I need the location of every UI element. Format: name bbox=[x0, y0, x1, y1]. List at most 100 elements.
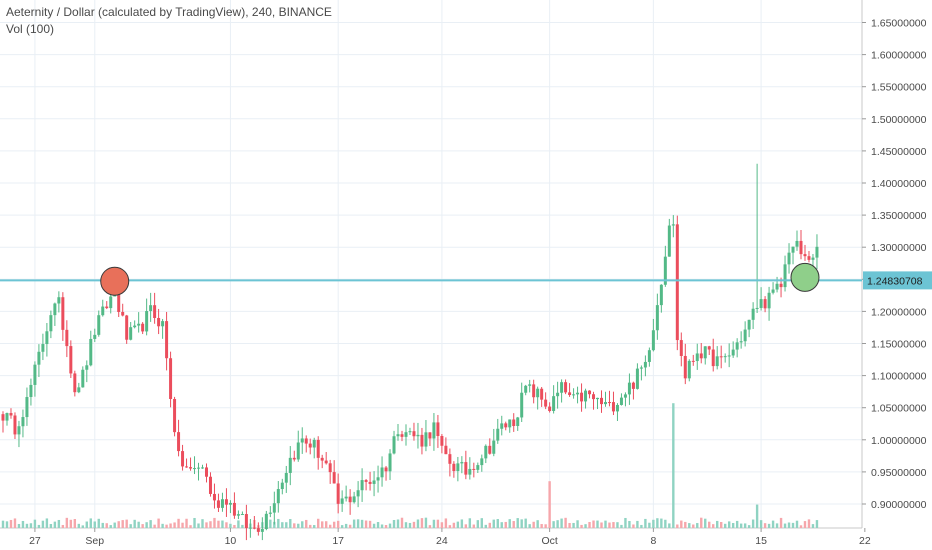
volume-bar bbox=[500, 522, 503, 528]
candle-body bbox=[244, 514, 248, 529]
volume-bar bbox=[532, 521, 535, 528]
volume-bar bbox=[13, 518, 17, 528]
volume-bar bbox=[560, 518, 563, 528]
candle-body bbox=[731, 349, 735, 356]
candle-body bbox=[356, 490, 360, 497]
volume-bar bbox=[747, 525, 751, 528]
volume-bar bbox=[277, 518, 280, 528]
candle-body bbox=[715, 356, 719, 367]
volume-bar bbox=[512, 521, 515, 528]
candle-body bbox=[157, 317, 161, 327]
volume-bar bbox=[117, 521, 120, 528]
candle-body bbox=[711, 349, 715, 367]
y-tick-label: 1.60000000 bbox=[871, 50, 927, 62]
volume-bar bbox=[460, 519, 464, 528]
grid-lines bbox=[0, 0, 866, 528]
volume-bar bbox=[189, 525, 192, 528]
candle-body bbox=[799, 240, 803, 255]
volume-bar bbox=[484, 524, 487, 528]
candle-body bbox=[236, 514, 240, 516]
current-price-tag bbox=[863, 271, 932, 290]
candle-body bbox=[61, 297, 65, 330]
volume-bar bbox=[508, 519, 511, 528]
volume-bar bbox=[456, 521, 460, 528]
volume-bar bbox=[157, 518, 160, 528]
y-tick-label: 1.40000000 bbox=[871, 178, 927, 190]
volume-bar bbox=[201, 519, 204, 528]
volume-bar bbox=[612, 522, 615, 528]
volume-bar bbox=[815, 520, 819, 528]
volume-bar bbox=[185, 518, 188, 528]
candle-body bbox=[548, 406, 552, 411]
candle-body bbox=[17, 426, 21, 435]
candle-body bbox=[137, 323, 141, 326]
candle-body bbox=[228, 502, 232, 505]
current-price-label: 1.24830708 bbox=[867, 275, 923, 287]
volume-bar bbox=[528, 524, 531, 528]
volume-bar bbox=[113, 522, 116, 528]
y-tick-label: 1.45000000 bbox=[871, 146, 927, 158]
candle-body bbox=[508, 419, 512, 428]
candle-body bbox=[667, 225, 671, 257]
candle-body bbox=[29, 384, 33, 398]
candle-body bbox=[173, 398, 177, 433]
candle-body bbox=[129, 327, 133, 340]
x-tick-label: 8 bbox=[650, 535, 656, 547]
candle-body bbox=[775, 283, 779, 290]
volume-bar bbox=[731, 523, 735, 528]
volume-bar bbox=[364, 520, 368, 528]
volume-bar bbox=[420, 518, 424, 528]
volume-bar bbox=[324, 521, 328, 528]
candle-body bbox=[161, 321, 165, 327]
volume-bar bbox=[93, 521, 96, 528]
candle-body bbox=[476, 465, 480, 470]
candle-body bbox=[651, 330, 655, 351]
volume-bar bbox=[61, 524, 65, 528]
volume-bar bbox=[309, 524, 312, 528]
volume-bar bbox=[600, 522, 603, 528]
volume-bar bbox=[344, 523, 348, 528]
candle-body bbox=[615, 404, 619, 412]
candle-body bbox=[9, 413, 13, 416]
candle-body bbox=[181, 451, 185, 467]
candle-body bbox=[408, 431, 412, 433]
volume-bar bbox=[77, 523, 81, 528]
volume-bar bbox=[109, 525, 112, 528]
candle-body bbox=[655, 305, 659, 331]
volume-bar bbox=[121, 520, 124, 528]
volume-bar bbox=[145, 522, 148, 528]
volume-bar bbox=[269, 519, 272, 528]
candle-body bbox=[504, 423, 508, 428]
candle-body bbox=[368, 481, 372, 484]
volume-bar bbox=[141, 524, 144, 528]
candle-body bbox=[532, 384, 536, 398]
volume-bar bbox=[181, 522, 184, 528]
candle-body bbox=[440, 435, 444, 446]
volume-bar bbox=[57, 519, 61, 528]
candle-body bbox=[360, 480, 364, 491]
candle-body bbox=[396, 434, 400, 437]
volume-bar bbox=[548, 481, 551, 528]
candle-body bbox=[248, 527, 252, 529]
volume-bar bbox=[576, 520, 579, 528]
volume-bar bbox=[137, 521, 140, 528]
candle-body bbox=[105, 306, 109, 309]
candle-body bbox=[73, 373, 77, 393]
volume-bar bbox=[237, 520, 240, 528]
volume-bar bbox=[65, 517, 69, 528]
x-tick-label: 24 bbox=[436, 535, 448, 547]
candle-body bbox=[811, 257, 815, 260]
candle-body bbox=[5, 413, 9, 421]
candle-body bbox=[364, 480, 368, 482]
volume-bar bbox=[281, 522, 284, 528]
candle-body bbox=[803, 254, 807, 257]
volume-bar bbox=[648, 522, 651, 528]
volume-bar bbox=[556, 520, 559, 528]
candle-body bbox=[611, 402, 615, 412]
candle-body bbox=[201, 467, 204, 469]
candle-body bbox=[145, 311, 149, 332]
candle-body bbox=[400, 434, 404, 437]
y-tick-label: 1.20000000 bbox=[871, 306, 927, 318]
volume-bar bbox=[652, 519, 655, 528]
